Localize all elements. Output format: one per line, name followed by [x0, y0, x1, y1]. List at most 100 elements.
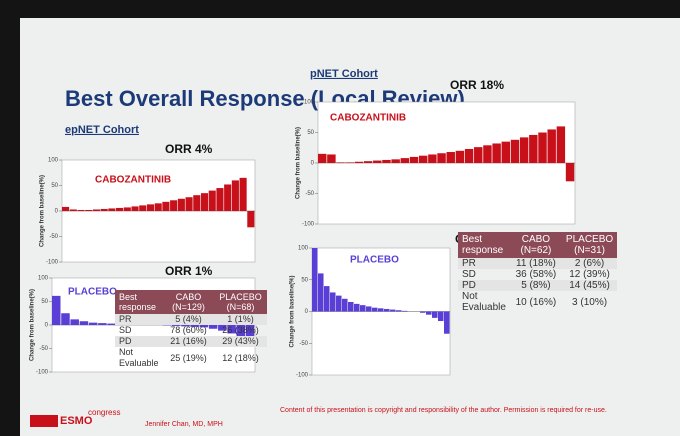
table-cell: 14 (45%): [561, 280, 618, 291]
bar: [474, 147, 483, 163]
bar: [70, 319, 79, 325]
table-cell: 78 (60%): [170, 325, 207, 335]
header-cell: CABO (N=62): [509, 232, 562, 258]
bar: [529, 134, 538, 163]
table-cell: PR: [458, 258, 510, 269]
bar: [116, 207, 124, 211]
table-cell: 11 (18%): [509, 258, 562, 269]
bar: [185, 197, 193, 211]
header-cell: PLACEBO (N=68): [214, 290, 267, 314]
y-tick-label: 50: [307, 130, 314, 136]
copyright: Content of this presentation is copyrigh…: [280, 407, 607, 414]
bar: [418, 155, 428, 163]
bar: [565, 163, 575, 182]
bar: [216, 188, 224, 211]
y-tick-label: 0: [311, 161, 315, 167]
table-cell: 3 (10%): [572, 296, 608, 308]
table-cell: 25 (19%): [170, 352, 207, 363]
bar: [384, 308, 390, 312]
bar: [247, 211, 255, 228]
bar: [123, 207, 131, 211]
y-tick-label: -100: [36, 370, 49, 376]
bar: [61, 313, 70, 325]
bar: [501, 141, 511, 163]
bar: [538, 132, 547, 163]
table-cell: 26 (38%): [222, 325, 259, 335]
bar: [363, 161, 373, 163]
table-cell: SD: [119, 325, 132, 335]
logo-sub: congress: [88, 408, 120, 417]
bar: [170, 200, 178, 211]
bar: [437, 153, 446, 163]
table-row: PR 11 (18%) 2 (6%): [458, 258, 618, 269]
bar: [236, 325, 246, 337]
bar: [327, 154, 336, 163]
bar: [98, 323, 107, 325]
bar: [348, 301, 354, 312]
bar: [464, 148, 474, 163]
y-tick-label: 100: [298, 246, 309, 252]
bar: [227, 325, 236, 334]
bar: [547, 129, 556, 163]
bar: [318, 273, 324, 312]
bar: [391, 159, 400, 163]
table-cell: Not Evaluable: [462, 291, 506, 313]
y-tick-label: 100: [304, 100, 315, 106]
y-tick-label: 50: [51, 183, 58, 189]
y-tick-label: 0: [55, 209, 59, 215]
bar: [409, 156, 419, 163]
table-cell: SD: [462, 269, 476, 280]
bar: [444, 311, 450, 334]
bar: [131, 206, 139, 211]
bar: [360, 305, 366, 312]
annotation: ORR 1%: [165, 264, 213, 278]
bar: [372, 307, 378, 312]
logo-box: [30, 415, 58, 427]
y-tick-label: -50: [49, 234, 58, 240]
bar: [556, 126, 566, 163]
bar: [483, 145, 492, 163]
y-tick-label: 50: [301, 277, 308, 283]
bar: [208, 325, 218, 329]
y-tick-label: -50: [299, 341, 308, 347]
bar: [455, 150, 465, 163]
bar: [62, 206, 70, 211]
table-row: SD 78 (60%) 26 (38%): [115, 325, 267, 336]
table-row: Not Evaluable 25 (19%) 12 (18%): [115, 347, 267, 369]
table-cell: 12 (39%): [569, 269, 610, 280]
bar: [345, 162, 354, 163]
y-tick-label: 100: [38, 276, 49, 282]
table-cell: 21 (16%): [162, 336, 215, 347]
bar: [330, 292, 336, 312]
table-cell: 10 (16%): [515, 296, 557, 308]
table-cell: 12 (18%): [222, 352, 259, 363]
header-cell: CABO (N=129): [162, 290, 215, 314]
y-tick-label: -50: [39, 346, 48, 352]
header-cell: PLACEBO (N=31): [561, 232, 618, 258]
bar: [239, 177, 247, 211]
y-tick-label: 0: [305, 309, 309, 315]
header-row: Best response CABO (N=129) PLACEBO (N=68): [115, 290, 267, 314]
bar: [208, 190, 216, 211]
y-tick-label: -100: [296, 373, 309, 379]
bar: [324, 286, 330, 312]
annotation: ORR 4%: [165, 142, 213, 156]
bar: [390, 309, 396, 312]
bar: [373, 160, 382, 163]
header-cell: Best response: [458, 232, 510, 258]
table-cell: 36 (58%): [515, 269, 557, 280]
author: Jennifer Chan, MD, MPH: [145, 421, 223, 428]
y-tick-label: -100: [302, 222, 315, 228]
bar: [396, 310, 402, 312]
bar: [108, 208, 116, 211]
y-tick-label: -50: [305, 191, 314, 197]
cohort-label: epNET Cohort: [65, 124, 139, 136]
bar: [318, 153, 327, 163]
series-label: PLACEBO: [350, 255, 399, 266]
bar: [171, 325, 181, 326]
bar: [446, 152, 455, 163]
bar: [193, 195, 201, 211]
bar: [510, 139, 520, 163]
